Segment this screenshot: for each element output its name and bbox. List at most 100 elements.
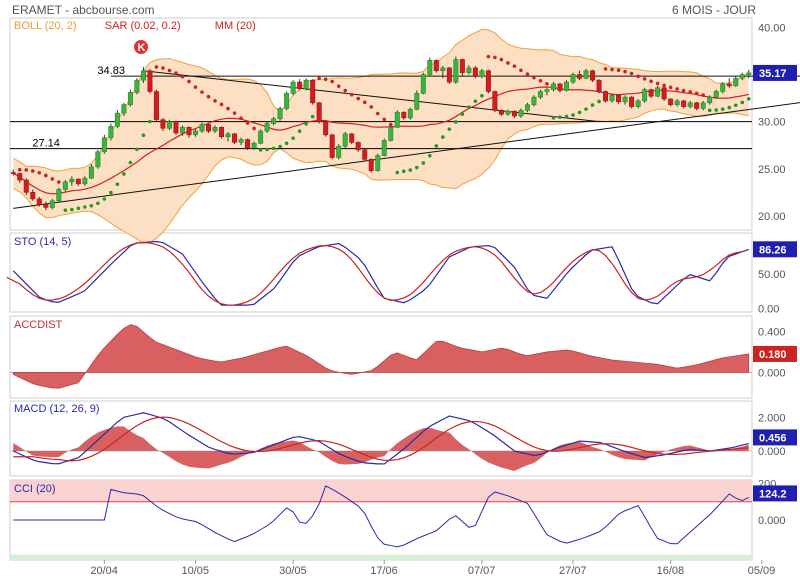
candle-body: [23, 179, 29, 193]
sar-dot: [421, 161, 426, 165]
candle-body: [616, 94, 622, 103]
candle: [186, 126, 192, 138]
sar-dot: [707, 108, 712, 113]
sar-dot: [193, 85, 198, 89]
candle: [420, 72, 426, 95]
candle-body: [524, 104, 530, 111]
candle-body: [739, 74, 745, 79]
sar-dot: [375, 111, 380, 116]
sar-dot: [154, 65, 159, 69]
bollinger-lower: [13, 108, 749, 244]
candle-body: [277, 108, 283, 120]
candle: [108, 123, 114, 141]
sar-dot: [96, 201, 100, 206]
candle: [316, 101, 322, 124]
x-tick-label: 05/09: [748, 565, 776, 577]
candle: [160, 117, 166, 132]
sar-dot: [362, 100, 367, 105]
candle-body: [264, 123, 270, 132]
candle: [537, 89, 543, 100]
sar-dot: [545, 81, 549, 86]
candle-body: [544, 89, 550, 92]
sar-dot: [24, 168, 29, 172]
sar-dot: [310, 114, 315, 119]
candle-body: [511, 110, 517, 117]
sar-dot: [148, 119, 152, 124]
candle-body: [245, 139, 251, 149]
candle: [10, 169, 16, 176]
moving-average-line: [12, 86, 749, 195]
sar-dot: [551, 116, 556, 120]
candle: [238, 137, 244, 146]
candle: [674, 99, 680, 107]
candle-body: [726, 83, 732, 87]
price-annotation: 34.83: [97, 65, 125, 77]
sar-dot: [480, 94, 484, 98]
candle: [43, 201, 49, 211]
candle: [264, 121, 270, 133]
sar-dot: [649, 79, 653, 84]
candle-body: [472, 67, 478, 77]
sar-dot: [304, 122, 308, 126]
candle-body: [629, 96, 635, 107]
candle-body: [720, 83, 726, 92]
candle-body: [114, 112, 120, 127]
candle: [726, 78, 732, 88]
candle: [518, 108, 524, 118]
sar-dot: [232, 111, 237, 115]
candle: [668, 98, 674, 107]
sar-dot: [135, 147, 139, 152]
candle-body: [69, 178, 75, 183]
candle: [394, 110, 400, 129]
candle: [544, 87, 550, 96]
sar-dot: [382, 117, 387, 122]
candle-body: [310, 79, 316, 104]
candle: [206, 123, 212, 133]
candle-body: [433, 60, 439, 72]
candle: [323, 120, 329, 137]
sar-dot: [519, 68, 523, 73]
ytick-label: 25.00: [758, 164, 786, 176]
x-tick-label: 20/04: [90, 565, 118, 577]
candle-body: [62, 181, 68, 190]
candle: [629, 96, 635, 109]
candle: [563, 80, 569, 92]
sar-dot: [668, 85, 673, 90]
candle-body: [596, 79, 602, 92]
sar-dot: [603, 67, 608, 71]
candle: [342, 132, 348, 149]
cci-last-value-group: 124.2: [753, 485, 797, 502]
candle-body: [498, 110, 504, 115]
candle-body: [479, 70, 485, 77]
candle: [297, 79, 303, 91]
candle-body: [56, 189, 62, 202]
sar-dot: [727, 105, 732, 110]
candle-body: [101, 137, 107, 153]
candle: [95, 149, 101, 169]
candle-body: [655, 87, 661, 97]
candle: [407, 107, 413, 120]
sto-last-value-box: [753, 241, 797, 258]
candle-body: [127, 92, 133, 105]
candle: [531, 95, 537, 107]
sar-dot: [493, 55, 497, 60]
legend-entry: BOLL (20, 2): [14, 20, 77, 32]
sar-dot: [323, 77, 328, 82]
candle: [414, 90, 420, 111]
candle-body: [635, 100, 641, 107]
candle: [713, 89, 719, 99]
sar-dot: [532, 75, 536, 80]
header-left-title: ERAMET - abcbourse.com: [12, 3, 155, 17]
candle: [179, 125, 185, 136]
macd-last-value-group: 0.456: [753, 429, 797, 446]
candle: [271, 116, 277, 126]
candle-body: [284, 93, 290, 109]
macd-line: [13, 412, 749, 465]
panel-frame-0: [9, 17, 753, 231]
sar-dot: [206, 94, 211, 99]
ytick-label: 2.000: [758, 413, 786, 425]
candle-body: [648, 89, 654, 97]
candle: [446, 66, 452, 84]
candle-body: [355, 142, 361, 151]
candle: [524, 102, 530, 113]
